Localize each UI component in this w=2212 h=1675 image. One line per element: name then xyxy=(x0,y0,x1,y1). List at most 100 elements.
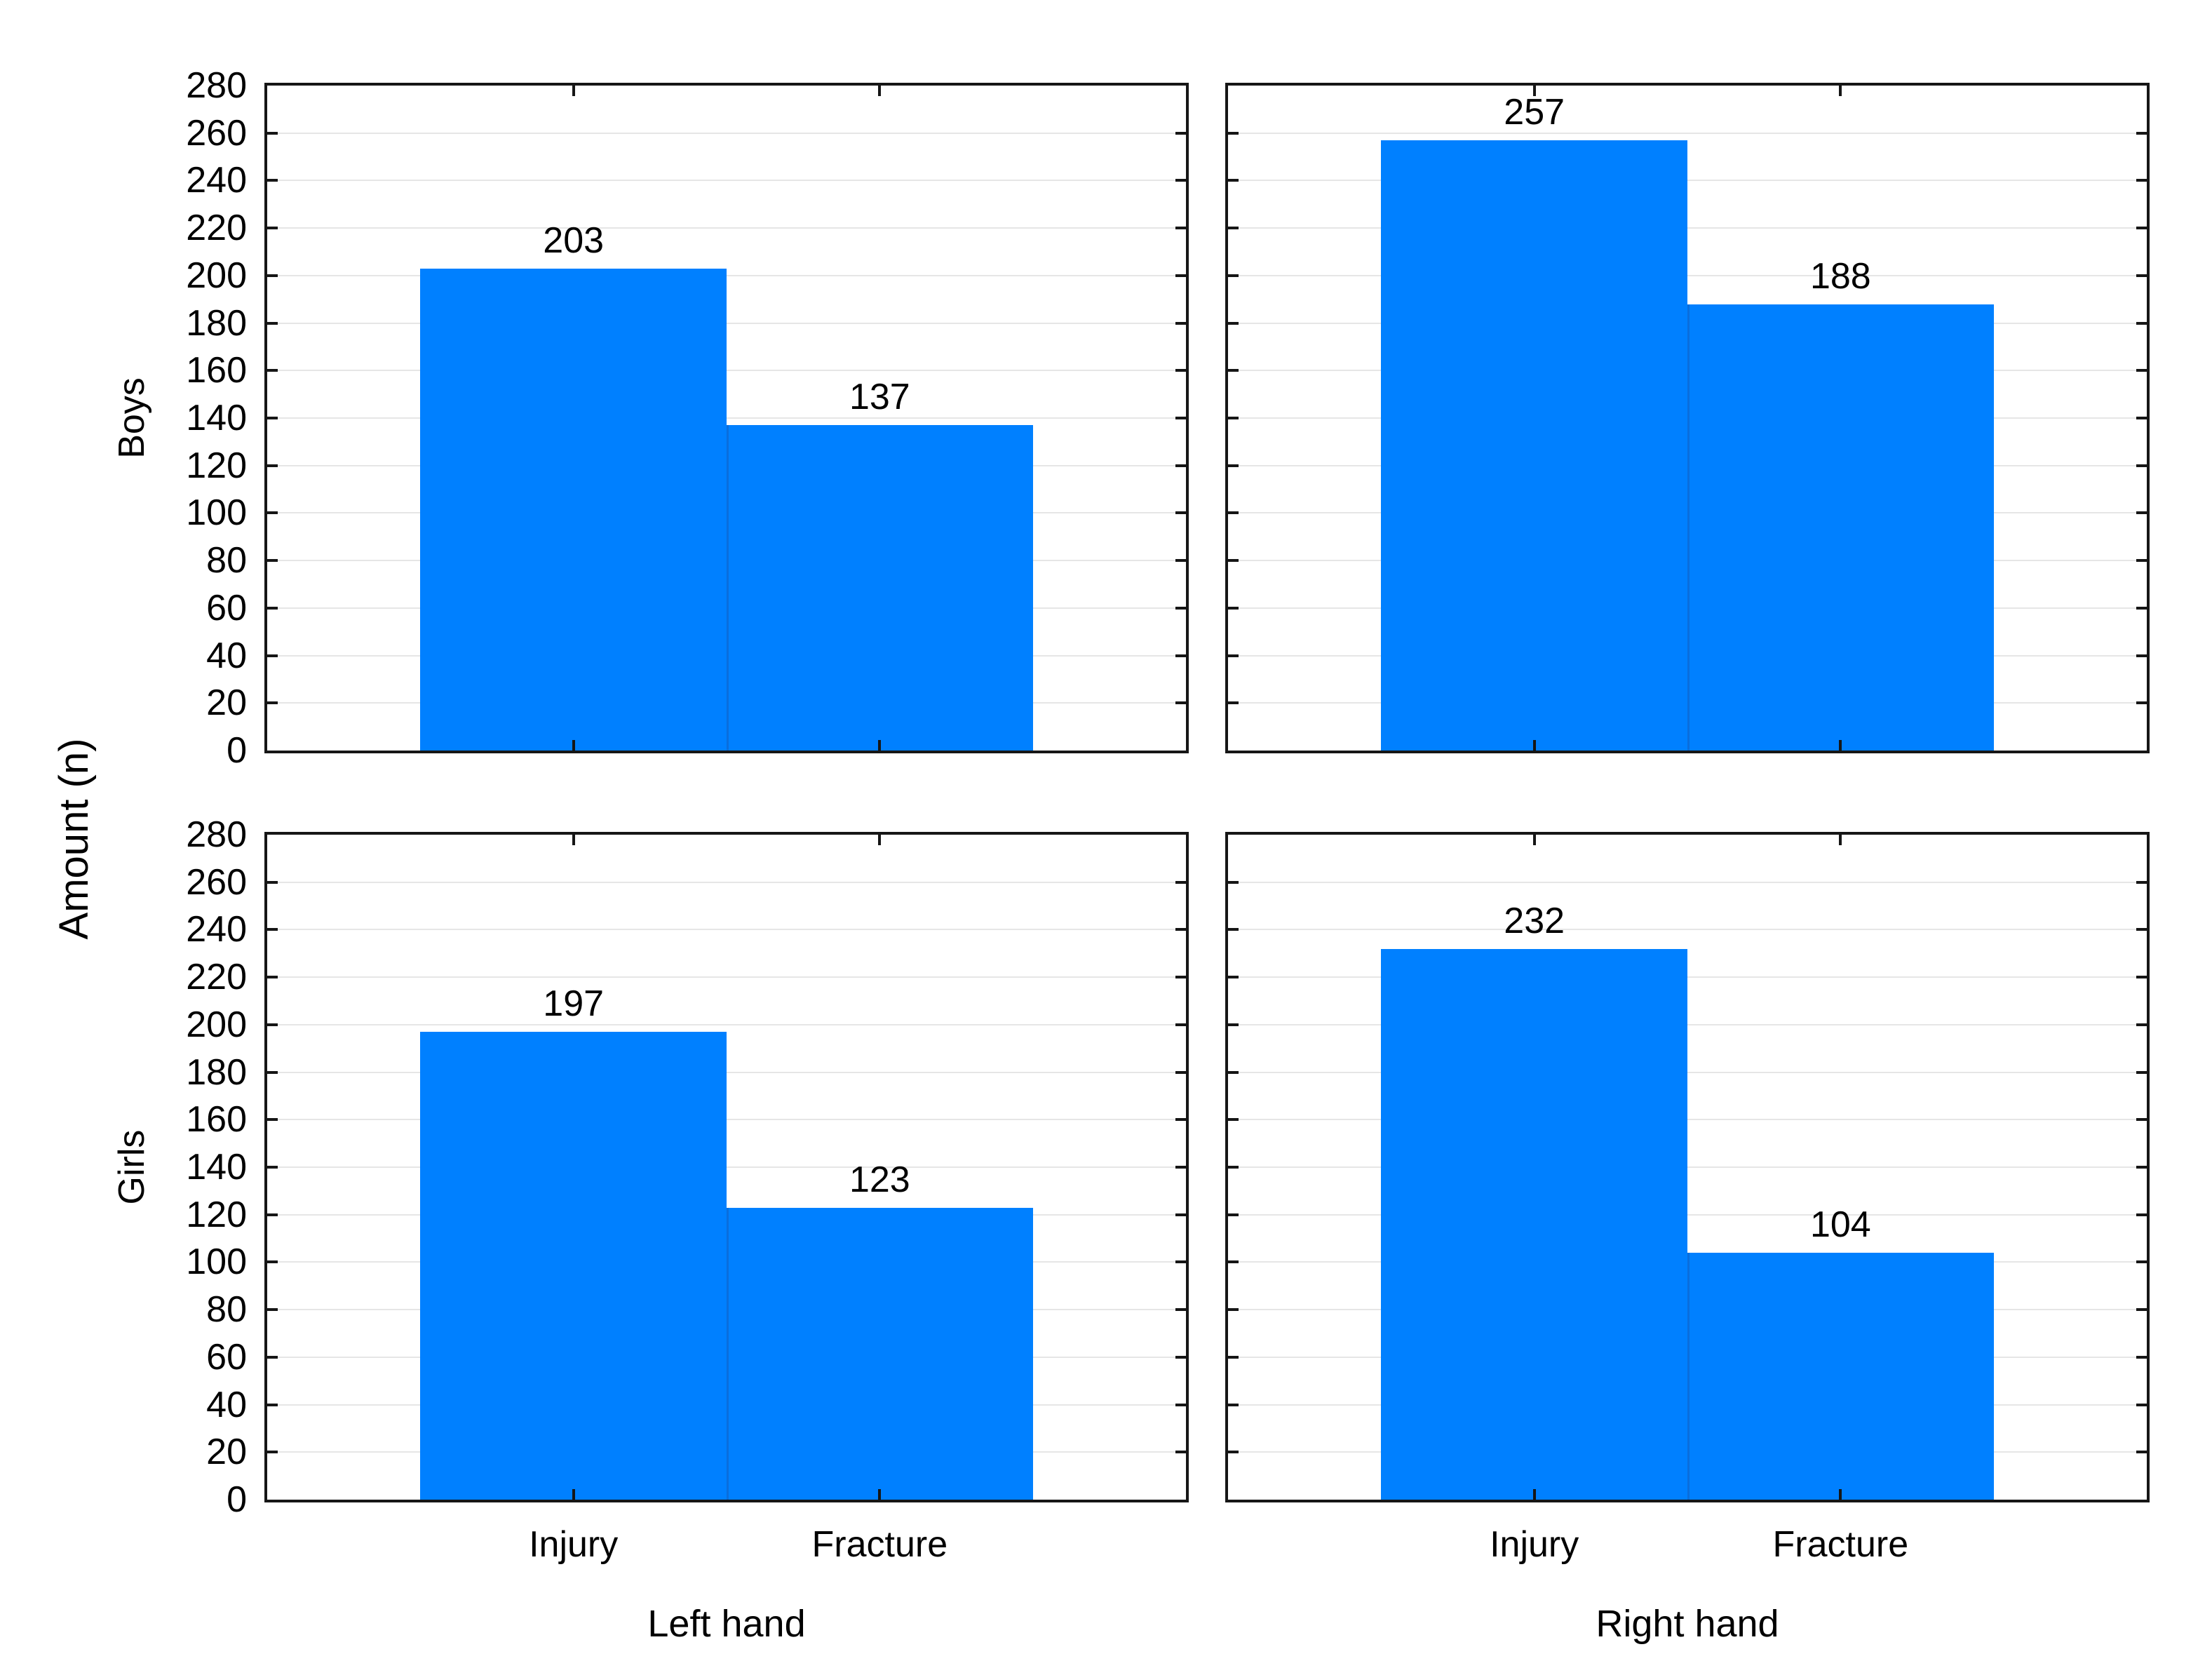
gridline xyxy=(1228,1213,2147,1216)
y-tick xyxy=(267,417,278,419)
y-tick xyxy=(1175,976,1186,979)
y-tick xyxy=(2136,559,2147,563)
category-label-injury: Injury xyxy=(529,1524,619,1565)
gridline xyxy=(1228,929,2147,931)
y-tick xyxy=(1228,606,1239,610)
gridline xyxy=(267,274,1186,276)
y-tick xyxy=(1228,1308,1239,1312)
y-tick-label: 100 xyxy=(186,492,247,534)
x-tick xyxy=(1532,1489,1536,1500)
y-tick xyxy=(267,701,278,705)
y-tick-label: 40 xyxy=(206,1384,247,1425)
panel-girls-left-hand: 197 123 xyxy=(264,832,1189,1502)
y-tick-label: 0 xyxy=(227,730,247,771)
plot-area: 257 188 xyxy=(1228,86,2147,751)
gridline xyxy=(1228,1166,2147,1168)
x-tick xyxy=(1839,1489,1842,1500)
gridline xyxy=(267,370,1186,372)
y-tick xyxy=(2136,274,2147,277)
y-tick xyxy=(1228,1118,1239,1122)
y-tick xyxy=(1175,227,1186,230)
gridline xyxy=(1228,227,2147,229)
y-tick xyxy=(1228,464,1239,467)
y-tick xyxy=(1228,1355,1239,1359)
y-tick xyxy=(1175,1118,1186,1122)
y-tick xyxy=(1175,1403,1186,1406)
y-tick-label: 80 xyxy=(206,540,247,581)
gridline xyxy=(1228,976,2147,978)
y-tick-label: 160 xyxy=(186,1099,247,1141)
gridline xyxy=(267,1071,1186,1073)
y-tick xyxy=(1228,701,1239,705)
y-tick-label: 200 xyxy=(186,255,247,296)
y-tick xyxy=(1228,321,1239,325)
gridline xyxy=(1228,274,2147,276)
y-tick xyxy=(267,1166,278,1169)
x-tick xyxy=(878,740,882,751)
bar-value-label: 188 xyxy=(1809,255,1871,297)
y-tick-label: 200 xyxy=(186,1004,247,1045)
y-tick xyxy=(1175,654,1186,657)
y-tick xyxy=(1175,1260,1186,1264)
y-tick xyxy=(267,1070,278,1074)
gridline xyxy=(267,929,1186,931)
y-tick xyxy=(267,227,278,230)
row-label-boys: Boys xyxy=(112,377,152,459)
y-tick xyxy=(2136,1451,2147,1454)
y-tick xyxy=(1228,131,1239,135)
y-tick xyxy=(2136,606,2147,610)
gridline xyxy=(267,881,1186,883)
plot-area: 232 104 xyxy=(1228,835,2147,1500)
y-tick xyxy=(1228,928,1239,931)
y-tick-label: 280 xyxy=(186,65,247,106)
y-tick-label: 120 xyxy=(186,445,247,486)
y-tick xyxy=(2136,701,2147,705)
y-tick-label: 20 xyxy=(206,682,247,724)
y-tick xyxy=(267,1308,278,1312)
y-tick xyxy=(2136,1260,2147,1264)
y-tick xyxy=(1175,1213,1186,1216)
y-tick xyxy=(1175,1451,1186,1454)
y-tick xyxy=(2136,880,2147,884)
y-tick xyxy=(2136,1308,2147,1312)
y-tick-label: 220 xyxy=(186,957,247,998)
y-tick xyxy=(1228,1213,1239,1216)
bar-injury xyxy=(420,268,727,751)
y-tick xyxy=(1175,417,1186,419)
bar-value-label: 203 xyxy=(543,220,605,261)
bar-injury xyxy=(420,1032,727,1500)
xlabel-left-hand: Left hand xyxy=(647,1603,806,1645)
y-tick xyxy=(1228,559,1239,563)
y-tick xyxy=(1175,464,1186,467)
y-tick xyxy=(267,131,278,135)
bar-value-label: 232 xyxy=(1504,900,1565,941)
y-tick xyxy=(267,464,278,467)
y-tick xyxy=(2136,928,2147,931)
gridline xyxy=(267,180,1186,182)
y-tick xyxy=(1228,880,1239,884)
category-label-fracture: Fracture xyxy=(1772,1524,1909,1565)
y-tick xyxy=(1175,131,1186,135)
y-tick xyxy=(1228,1070,1239,1074)
y-tick xyxy=(267,369,278,372)
y-tick xyxy=(267,274,278,277)
y-tick xyxy=(267,928,278,931)
x-tick xyxy=(878,86,882,96)
plot-area: 203 137 xyxy=(267,86,1186,751)
y-tick xyxy=(267,606,278,610)
y-tick xyxy=(1175,369,1186,372)
y-tick xyxy=(2136,131,2147,135)
y-tick-label: 60 xyxy=(206,1336,247,1378)
y-tick-label: 260 xyxy=(186,112,247,154)
y-tick-label: 20 xyxy=(206,1432,247,1473)
x-tick xyxy=(878,835,882,845)
x-tick xyxy=(1532,835,1536,845)
y-tick xyxy=(2136,464,2147,467)
y-tick-label: 240 xyxy=(186,909,247,950)
gridline xyxy=(267,322,1186,324)
gridline xyxy=(267,976,1186,978)
y-tick-label: 260 xyxy=(186,861,247,903)
y-tick xyxy=(267,1451,278,1454)
y-tick xyxy=(1175,321,1186,325)
y-tick xyxy=(2136,1118,2147,1122)
